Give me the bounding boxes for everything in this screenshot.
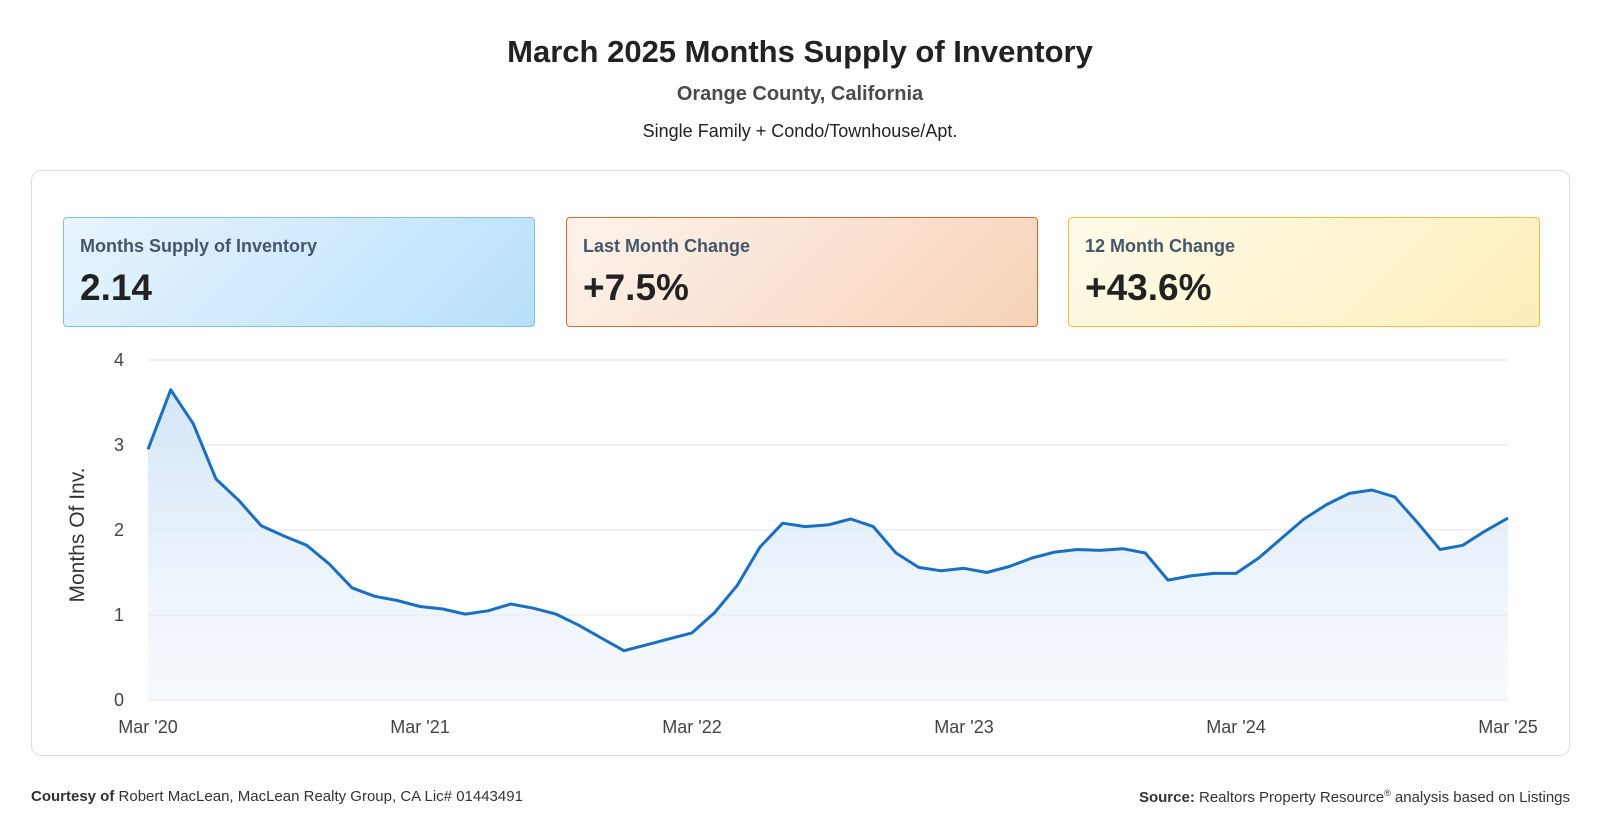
x-tick-label: Mar '20 xyxy=(118,717,177,737)
series-line xyxy=(146,388,1509,653)
source-footer: Source: Realtors Property Resource® anal… xyxy=(1139,788,1570,806)
months-supply-label: Months Supply of Inventory xyxy=(80,236,317,256)
twelve-month-change-card: 12 Month Change +43.6% xyxy=(1068,217,1540,327)
x-axis-ticks: Mar '20 Mar '21 Mar '22 Mar '23 Mar '24 Mar '… xyxy=(118,717,1537,737)
source-text-suffix: analysis based on Listings xyxy=(1394,789,1570,806)
courtesy-footer: Courtesy of Robert MacLean, MacLean Real… xyxy=(31,788,523,805)
x-tick-label: Mar '24 xyxy=(1206,717,1265,737)
y-tick-label: 1 xyxy=(114,605,124,625)
x-tick-label: Mar '22 xyxy=(662,717,721,737)
y-tick-label: 0 xyxy=(114,690,124,710)
y-tick-label: 4 xyxy=(114,350,124,370)
source-label: Source: xyxy=(1138,789,1195,806)
property-types: Single Family + Condo/Townhouse/Apt. xyxy=(642,121,958,141)
courtesy-text: Robert MacLean, MacLean Realty Group, CA… xyxy=(118,788,523,805)
source-text: Realtors Property Resource xyxy=(1199,789,1385,806)
twelve-month-change-label: 12 Month Change xyxy=(1085,236,1236,256)
last-month-change-label: Last Month Change xyxy=(583,236,750,256)
courtesy-label: Courtesy of xyxy=(31,788,115,805)
y-axis-label: Months Of Inv. xyxy=(66,468,89,603)
series-path xyxy=(146,388,1509,653)
x-tick-label: Mar '23 xyxy=(934,717,993,737)
last-month-change-card: Last Month Change +7.5% xyxy=(566,217,1038,327)
months-supply-card: Months Supply of Inventory 2.14 xyxy=(63,217,535,327)
area-shape xyxy=(148,389,1508,700)
y-tick-label: 3 xyxy=(114,435,124,455)
y-tick-label: 2 xyxy=(114,520,124,540)
y-axis-ticks: 0 1 2 3 4 xyxy=(114,350,124,710)
twelve-month-change-value: +43.6% xyxy=(1085,267,1212,308)
page-title: March 2025 Months Supply of Inventory xyxy=(507,34,1093,69)
registered-mark: ® xyxy=(1384,788,1391,798)
last-month-change-value: +7.5% xyxy=(583,267,689,308)
area-fill xyxy=(148,389,1508,700)
x-tick-label: Mar '25 xyxy=(1478,717,1537,737)
x-tick-label: Mar '21 xyxy=(390,717,449,737)
page-subtitle: Orange County, California xyxy=(676,83,924,105)
months-supply-value: 2.14 xyxy=(80,267,153,308)
